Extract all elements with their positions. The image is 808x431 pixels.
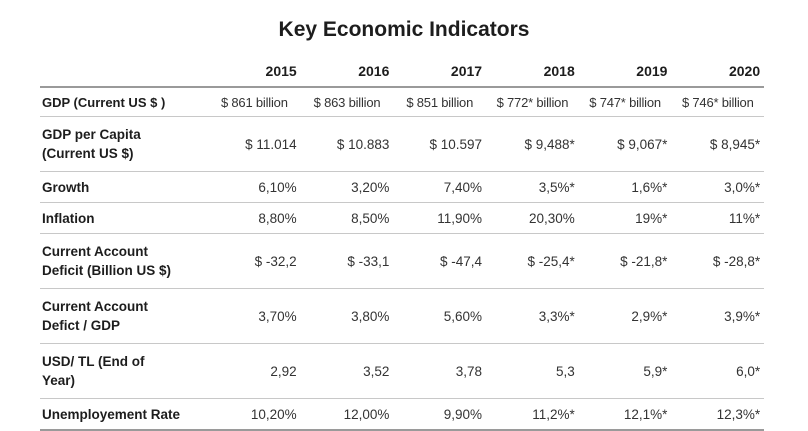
year-header: 2015 — [208, 58, 301, 88]
row-label: Current Account Defict / GDP — [40, 288, 208, 344]
header-blank — [40, 58, 208, 88]
table-cell: 5,3 — [486, 343, 579, 399]
table-cell: $ -32,2 — [208, 233, 301, 289]
table-cell: 3,20% — [300, 171, 394, 203]
table-row: GDP per Capita (Current US $) $ 11.014 $ … — [40, 116, 765, 172]
table-cell: 20,30% — [486, 202, 579, 234]
table-cell: 5,9* — [578, 343, 672, 399]
table-cell: $ 772* billion — [486, 87, 579, 117]
table-cell: 11,90% — [393, 202, 487, 234]
table-cell: $ 11.014 — [208, 116, 301, 172]
table-cell: 12,3%* — [671, 398, 765, 431]
table-cell: $ -28,8* — [671, 233, 765, 289]
table-cell: 3,0%* — [671, 171, 765, 203]
row-label: USD/ TL (End of Year) — [40, 343, 208, 399]
table-cell: 11%* — [671, 202, 765, 234]
table-cell: 8,80% — [208, 202, 301, 234]
table-cell: 3,3%* — [486, 288, 579, 344]
table-cell: 3,78 — [393, 343, 487, 399]
table-row: Unemployement Rate 10,20% 12,00% 9,90% 1… — [40, 398, 765, 431]
year-header: 2020 — [671, 58, 765, 88]
table-cell: $ 746* billion — [671, 87, 765, 117]
table-cell: 2,92 — [208, 343, 301, 399]
table-cell: 3,5%* — [486, 171, 579, 203]
year-header: 2019 — [578, 58, 672, 88]
table-cell: 7,40% — [393, 171, 487, 203]
table-cell: 6,10% — [208, 171, 301, 203]
table-cell: 2,9%* — [578, 288, 672, 344]
table-row: Inflation 8,80% 8,50% 11,90% 20,30% 19%*… — [40, 202, 765, 234]
table-cell: 9,90% — [393, 398, 487, 431]
indicators-table: 2015 2016 2017 2018 2019 2020 GDP (Curre… — [40, 58, 765, 431]
table-cell: 8,50% — [300, 202, 394, 234]
year-header: 2016 — [300, 58, 394, 88]
header-row: 2015 2016 2017 2018 2019 2020 — [40, 58, 765, 88]
table-cell: $ -33,1 — [300, 233, 394, 289]
row-label: GDP per Capita (Current US $) — [40, 116, 208, 172]
row-label: GDP (Current US $ ) — [40, 87, 208, 117]
table-cell: $ 863 billion — [300, 87, 394, 117]
row-label: Inflation — [40, 202, 208, 234]
table-cell: $ -47,4 — [393, 233, 487, 289]
table-cell: $ 861 billion — [208, 87, 301, 117]
row-label: Current Account Deficit (Billion US $) — [40, 233, 208, 289]
table-cell: $ 8,945* — [671, 116, 765, 172]
year-header: 2017 — [393, 58, 487, 88]
table-cell: $ 851 billion — [393, 87, 487, 117]
table-cell: 19%* — [578, 202, 672, 234]
table-cell: 11,2%* — [486, 398, 579, 431]
table-cell: 1,6%* — [578, 171, 672, 203]
row-label: Unemployement Rate — [40, 398, 208, 431]
table-cell: 10,20% — [208, 398, 301, 431]
table-cell: $ 747* billion — [578, 87, 672, 117]
table-cell: 12,1%* — [578, 398, 672, 431]
table-cell: 5,60% — [393, 288, 487, 344]
table-row: GDP (Current US $ ) $ 861 billion $ 863 … — [40, 87, 765, 117]
table-row: Growth 6,10% 3,20% 7,40% 3,5%* 1,6%* 3,0… — [40, 171, 765, 203]
table-cell: $ -21,8* — [578, 233, 672, 289]
table-cell: $ -25,4* — [486, 233, 579, 289]
table-cell: $ 10.883 — [300, 116, 394, 172]
table-cell: 6,0* — [671, 343, 765, 399]
table-cell: 3,9%* — [671, 288, 765, 344]
table-cell: $ 10.597 — [393, 116, 487, 172]
page-title: Key Economic Indicators — [278, 18, 530, 41]
table-cell: 3,80% — [300, 288, 394, 344]
table-row: USD/ TL (End of Year) 2,92 3,52 3,78 5,3 … — [40, 343, 765, 399]
year-header: 2018 — [486, 58, 579, 88]
table-row: Current Account Defict / GDP 3,70% 3,80% … — [40, 288, 765, 344]
table-cell: 3,70% — [208, 288, 301, 344]
row-label: Growth — [40, 171, 208, 203]
table-cell: 12,00% — [300, 398, 394, 431]
table-cell: $ 9,488* — [486, 116, 579, 172]
table-cell: $ 9,067* — [578, 116, 672, 172]
table-cell: 3,52 — [300, 343, 394, 399]
table-row: Current Account Deficit (Billion US $) $ … — [40, 233, 765, 289]
